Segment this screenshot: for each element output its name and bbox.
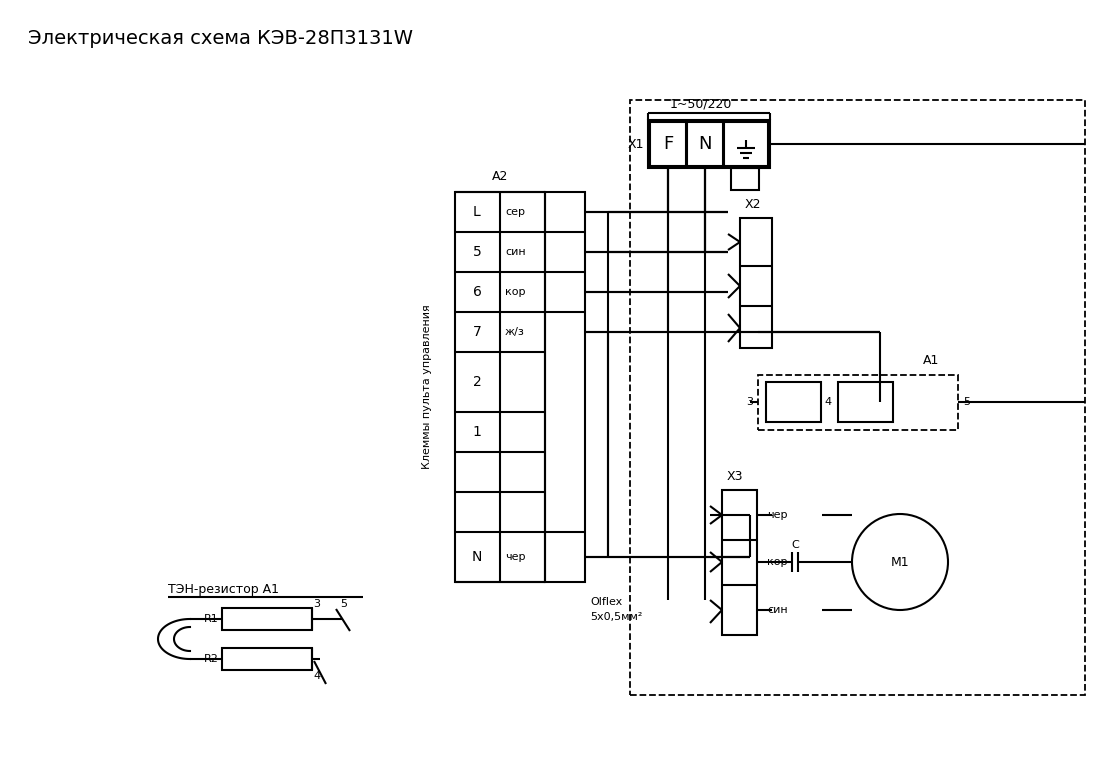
Bar bbox=[545, 192, 585, 582]
Text: Клеммы пульта управления: Клеммы пульта управления bbox=[422, 305, 432, 470]
Text: A1: A1 bbox=[923, 354, 940, 367]
Text: 7: 7 bbox=[472, 325, 481, 339]
Text: 3: 3 bbox=[745, 397, 753, 407]
Bar bbox=[631, 100, 1085, 695]
Text: R1: R1 bbox=[204, 614, 219, 624]
Bar bbox=[222, 648, 312, 670]
Bar bbox=[724, 122, 768, 166]
Text: X2: X2 bbox=[745, 197, 761, 211]
Text: N: N bbox=[699, 135, 712, 153]
Text: ж/з: ж/з bbox=[506, 327, 525, 337]
Text: F: F bbox=[663, 135, 673, 153]
Text: чер: чер bbox=[506, 552, 526, 562]
Text: Электрическая схема КЭВ-28П3131W: Электрическая схема КЭВ-28П3131W bbox=[28, 29, 413, 48]
Bar bbox=[838, 382, 893, 422]
Text: X3: X3 bbox=[727, 470, 743, 483]
Text: 5х0,5мм²: 5х0,5мм² bbox=[590, 612, 643, 622]
Text: 5: 5 bbox=[472, 245, 481, 259]
Text: 1~50/220: 1~50/220 bbox=[670, 98, 732, 111]
Text: син: син bbox=[767, 605, 788, 615]
Text: 1: 1 bbox=[472, 425, 481, 439]
Bar bbox=[731, 168, 759, 190]
Text: 6: 6 bbox=[472, 285, 481, 299]
Bar bbox=[650, 122, 686, 166]
Text: Olflex: Olflex bbox=[590, 597, 623, 607]
Text: 4: 4 bbox=[825, 397, 831, 407]
Text: N: N bbox=[472, 550, 482, 564]
Bar bbox=[222, 608, 312, 630]
Text: 2: 2 bbox=[472, 375, 481, 389]
Text: 4: 4 bbox=[314, 671, 320, 681]
Text: C: C bbox=[791, 540, 799, 550]
Text: кор: кор bbox=[767, 557, 788, 567]
Bar bbox=[687, 122, 723, 166]
Bar bbox=[648, 120, 770, 168]
Bar bbox=[758, 375, 958, 430]
Text: сер: сер bbox=[506, 207, 525, 217]
Text: ТЭН-резистор A1: ТЭН-резистор A1 bbox=[169, 583, 279, 597]
Text: 5: 5 bbox=[963, 397, 970, 407]
Text: 5: 5 bbox=[340, 599, 347, 609]
Text: чер: чер bbox=[767, 510, 788, 520]
Bar bbox=[766, 382, 821, 422]
Text: X1: X1 bbox=[627, 137, 644, 151]
Text: A2: A2 bbox=[492, 169, 508, 183]
Bar bbox=[455, 192, 545, 582]
Text: M1: M1 bbox=[891, 555, 910, 569]
Bar bbox=[740, 218, 772, 348]
Text: L: L bbox=[473, 205, 481, 219]
Text: син: син bbox=[506, 247, 526, 257]
Text: R2: R2 bbox=[204, 654, 219, 664]
Text: 3: 3 bbox=[314, 599, 320, 609]
Bar bbox=[722, 490, 757, 635]
Text: кор: кор bbox=[506, 287, 526, 297]
